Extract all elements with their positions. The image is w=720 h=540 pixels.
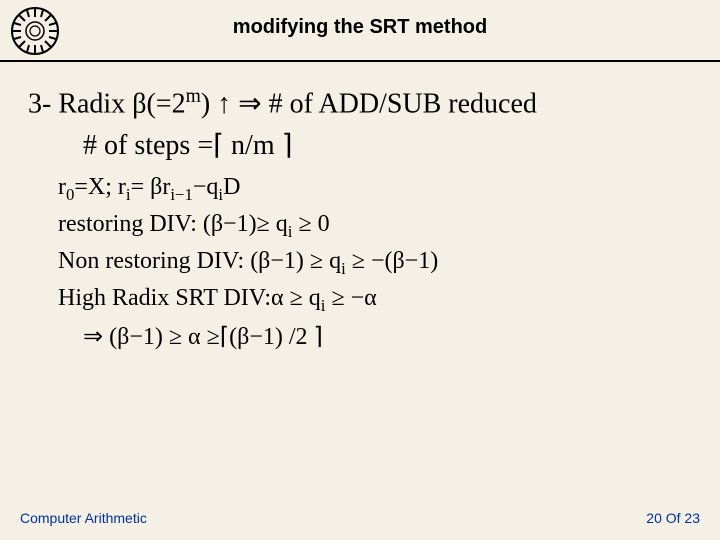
body-subline-5: ⇒ (β−1) ≥ α ≥⌈(β−1) /2 ⌉ [83,322,692,351]
footer-left: Computer Arithmetic [20,510,147,526]
footer-right: 20 Of 23 [646,510,700,526]
slide-body: 3- Radix β(=2m) ↑ ⇒ # of ADD/SUB reduced… [0,62,720,351]
body-line-2: # of steps =⌈ n/m ⌉ [83,128,692,162]
body-subline-4: High Radix SRT DIV:α ≥ qi ≥ −α [58,285,692,316]
header: modifying the SRT method [0,0,720,62]
body-line-1: 3- Radix β(=2m) ↑ ⇒ # of ADD/SUB reduced [28,86,692,120]
body-subline-2: restoring DIV: (β−1)≥ qi ≥ 0 [58,211,692,242]
slide: modifying the SRT method 3- Radix β(=2m)… [0,0,720,540]
body-subline-1: r0=X; ri= βri−1−qiD [58,174,692,205]
slide-title: modifying the SRT method [0,16,720,39]
body-subline-3: Non restoring DIV: (β−1) ≥ qi ≥ −(β−1) [58,248,692,279]
